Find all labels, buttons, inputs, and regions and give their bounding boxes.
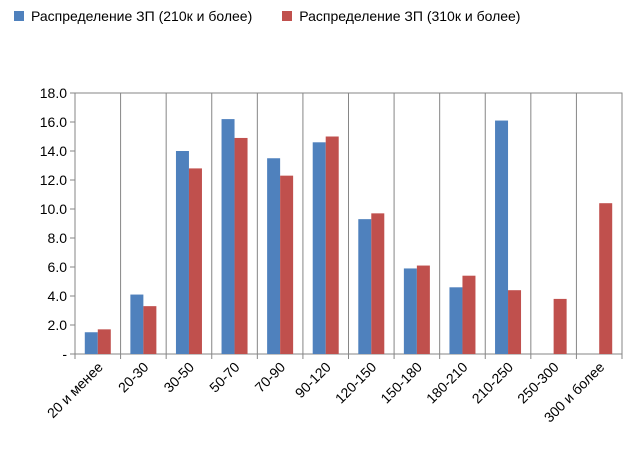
y-tick-label: 4.0 xyxy=(48,288,68,304)
bar-series-1 xyxy=(449,287,463,354)
x-category-label: 70-90 xyxy=(252,359,289,396)
legend-swatch-series-2 xyxy=(282,11,293,21)
bar-series-1 xyxy=(403,268,417,354)
bar-series-2 xyxy=(143,306,157,354)
bar-series-2 xyxy=(280,175,294,354)
legend-item-series-1: Распределение ЗП (210к и более) xyxy=(14,8,252,24)
legend-item-series-2: Распределение ЗП (310к и более) xyxy=(282,8,520,24)
bar-series-1 xyxy=(312,142,326,354)
x-category-label: 50-70 xyxy=(206,359,243,396)
y-tick-label: 8.0 xyxy=(48,230,68,246)
x-category-label: 210-250 xyxy=(469,359,517,407)
bar-series-2 xyxy=(462,275,476,354)
bar-series-2 xyxy=(416,265,430,354)
bar-series-2 xyxy=(325,136,339,354)
x-category-label: 180-210 xyxy=(423,359,471,407)
bar-series-1 xyxy=(267,158,281,354)
legend-label-series-2: Распределение ЗП (310к и более) xyxy=(299,8,521,24)
y-tick-label: 14.0 xyxy=(40,143,67,159)
bar-series-2 xyxy=(97,329,111,354)
y-tick-label: 10.0 xyxy=(40,201,67,217)
x-category-label: 150-180 xyxy=(377,359,425,407)
bar-series-1 xyxy=(221,119,235,354)
x-category-label: 20-30 xyxy=(115,359,152,396)
y-tick-label: - xyxy=(62,346,67,362)
x-category-label: 120-150 xyxy=(332,359,380,407)
legend-label-series-1: Распределение ЗП (210к и более) xyxy=(31,8,253,24)
bar-series-2 xyxy=(188,168,202,354)
bar-series-1 xyxy=(84,332,98,354)
chart-legend: Распределение ЗП (210к и более) Распреде… xyxy=(14,8,520,24)
y-tick-label: 2.0 xyxy=(48,317,68,333)
bar-series-1 xyxy=(495,120,509,354)
x-category-label: 20 и менее xyxy=(44,359,106,421)
bar-series-1 xyxy=(130,294,144,354)
bar-series-2 xyxy=(234,137,248,354)
y-tick-label: 18.0 xyxy=(40,85,67,101)
bar-series-1 xyxy=(358,219,372,354)
bar-series-2 xyxy=(553,298,567,354)
x-category-label: 90-120 xyxy=(292,359,334,401)
y-tick-label: 12.0 xyxy=(40,172,67,188)
bar-series-2 xyxy=(508,290,522,354)
y-tick-label: 16.0 xyxy=(40,114,67,130)
y-tick-label: 6.0 xyxy=(48,259,68,275)
x-category-label: 30-50 xyxy=(160,359,197,396)
bar-series-2 xyxy=(371,213,385,354)
bar-series-2 xyxy=(599,203,613,354)
bar-series-1 xyxy=(175,151,189,354)
legend-swatch-series-1 xyxy=(14,11,24,21)
